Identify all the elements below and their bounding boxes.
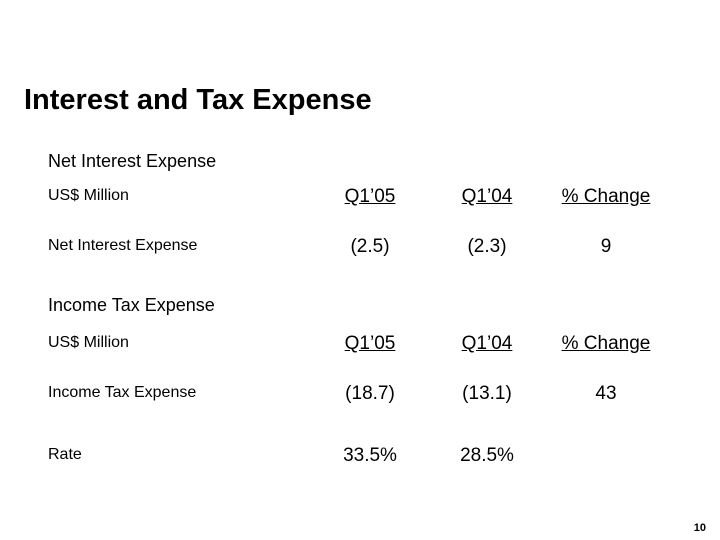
net-interest-header-label: US$ Million [48, 187, 129, 204]
income-tax-change-value: 43 [595, 383, 617, 404]
income-tax-header-change: % Change [561, 333, 651, 354]
rate-row-label: Rate [48, 446, 82, 463]
page-number: 10 [693, 522, 706, 534]
net-interest-header-q1-05: Q1’05 [344, 186, 396, 207]
net-interest-change-value: 9 [600, 236, 612, 257]
net-interest-q1-05-value: (2.5) [350, 236, 390, 257]
net-interest-header-q1-04: Q1’04 [461, 186, 513, 207]
income-tax-row-label: Income Tax Expense [48, 384, 197, 401]
income-tax-section-title: Income Tax Expense [48, 295, 215, 315]
net-interest-q1-04-value: (2.3) [467, 236, 507, 257]
income-tax-header-q1-04: Q1’04 [461, 333, 513, 354]
net-interest-header-change: % Change [561, 186, 651, 207]
net-interest-section-title: Net Interest Expense [48, 151, 217, 171]
income-tax-header-q1-05: Q1’05 [344, 333, 396, 354]
income-tax-q1-04-value: (13.1) [462, 383, 512, 404]
income-tax-header-label: US$ Million [48, 334, 129, 351]
rate-q1-04-value: 28.5% [460, 445, 514, 466]
income-tax-q1-05-value: (18.7) [345, 383, 395, 404]
rate-q1-05-value: 33.5% [343, 445, 397, 466]
slide-title: Interest and Tax Expense [24, 84, 372, 116]
net-interest-row-label: Net Interest Expense [48, 237, 198, 254]
